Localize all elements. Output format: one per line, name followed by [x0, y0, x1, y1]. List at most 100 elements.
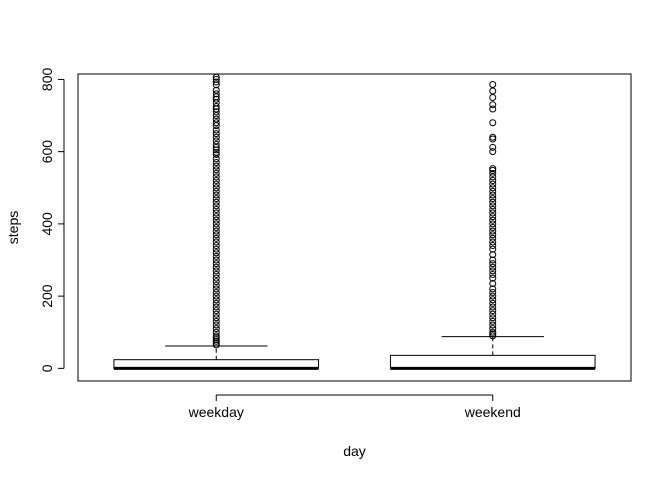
outlier-point — [212, 270, 220, 278]
outlier-point — [489, 242, 497, 250]
outlier-point — [212, 292, 220, 300]
outlier-point — [489, 270, 497, 278]
outlier-point — [489, 216, 497, 224]
outlier-point — [212, 256, 220, 264]
outlier-point — [212, 224, 220, 231]
outlier-point — [212, 173, 220, 181]
outlier-point — [212, 299, 220, 307]
box-group-weekday — [113, 73, 320, 370]
outlier-point — [212, 151, 220, 159]
outlier-point — [489, 202, 497, 210]
outlier-point — [489, 267, 497, 275]
box-iqr — [389, 354, 596, 369]
chart-marks — [113, 73, 596, 370]
outlier-point — [212, 307, 220, 315]
outlier-point — [489, 173, 497, 181]
outlier-point — [212, 317, 220, 325]
y-tick-label: 400 — [39, 212, 55, 236]
outlier-point — [212, 103, 220, 111]
outlier-point — [212, 321, 220, 329]
outlier-point — [489, 213, 497, 221]
outlier-point — [212, 337, 220, 345]
outlier-point — [489, 119, 497, 127]
outlier-point — [212, 180, 220, 188]
outlier-point — [212, 220, 220, 228]
outlier-point — [489, 289, 497, 297]
outlier-point — [489, 165, 497, 173]
outlier-point — [212, 133, 220, 141]
outlier-point — [212, 213, 220, 221]
outlier-point — [489, 101, 497, 109]
outlier-point — [212, 334, 220, 342]
outlier-point — [489, 238, 497, 246]
outlier-point — [212, 184, 220, 192]
outlier-point — [212, 339, 220, 347]
outlier-point — [212, 81, 220, 89]
outlier-point — [212, 169, 220, 177]
outlier-point — [212, 325, 220, 333]
outlier-point — [489, 87, 497, 95]
outlier-point — [212, 274, 220, 282]
outlier-point — [489, 256, 497, 264]
outlier-point — [489, 299, 497, 307]
x-tick-label: weekday — [188, 404, 244, 420]
outlier-point — [212, 202, 220, 210]
outlier-point — [212, 328, 220, 336]
outlier-point — [489, 321, 497, 329]
outlier-point — [212, 86, 220, 94]
outlier-point — [212, 191, 220, 199]
outlier-point — [212, 73, 220, 81]
outlier-point — [212, 130, 220, 138]
outlier-point — [212, 122, 220, 130]
outlier-point — [212, 143, 220, 151]
outlier-point — [489, 209, 497, 217]
outlier-point — [489, 195, 497, 203]
outlier-point — [489, 317, 497, 325]
outlier-point — [489, 245, 497, 253]
outlier-point — [489, 310, 497, 318]
outlier-point — [489, 231, 497, 239]
outlier-point — [212, 231, 220, 239]
outlier-point — [212, 119, 220, 127]
outlier-point — [489, 220, 497, 228]
outlier-point — [212, 90, 220, 98]
x-axis-label: day — [343, 443, 366, 459]
outlier-point — [489, 279, 497, 287]
outlier-point — [212, 195, 220, 203]
y-axis-label: steps — [5, 211, 21, 244]
outlier-point — [212, 238, 220, 246]
outlier-point — [489, 274, 497, 282]
outlier-point — [212, 278, 220, 286]
outlier-point — [489, 285, 497, 293]
outlier-point — [212, 137, 220, 145]
outlier-point — [212, 187, 220, 195]
outlier-point — [212, 198, 220, 206]
outlier-point — [212, 209, 220, 217]
outlier-point — [489, 184, 497, 192]
outlier-point — [212, 314, 220, 322]
outlier-point — [489, 227, 497, 235]
outlier-point — [489, 224, 497, 231]
outlier-point — [212, 177, 220, 185]
outlier-point — [489, 187, 497, 195]
outlier-point — [212, 75, 220, 83]
outlier-point — [212, 108, 220, 116]
outlier-point — [489, 303, 497, 311]
box-group-weekend — [389, 80, 596, 370]
outlier-point — [212, 112, 220, 120]
outlier-point — [489, 93, 497, 101]
outlier-point — [212, 162, 220, 170]
outlier-point — [489, 314, 497, 322]
outlier-point — [489, 169, 497, 177]
outlier-point — [212, 234, 220, 242]
outlier-point — [212, 332, 220, 340]
outlier-point — [212, 303, 220, 311]
outlier-point — [212, 115, 220, 123]
outlier-point — [489, 325, 497, 333]
outlier-point — [212, 249, 220, 257]
outlier-point — [212, 310, 220, 318]
y-tick-label: 800 — [39, 68, 55, 92]
outlier-point — [489, 198, 497, 206]
outlier-point — [489, 260, 497, 268]
